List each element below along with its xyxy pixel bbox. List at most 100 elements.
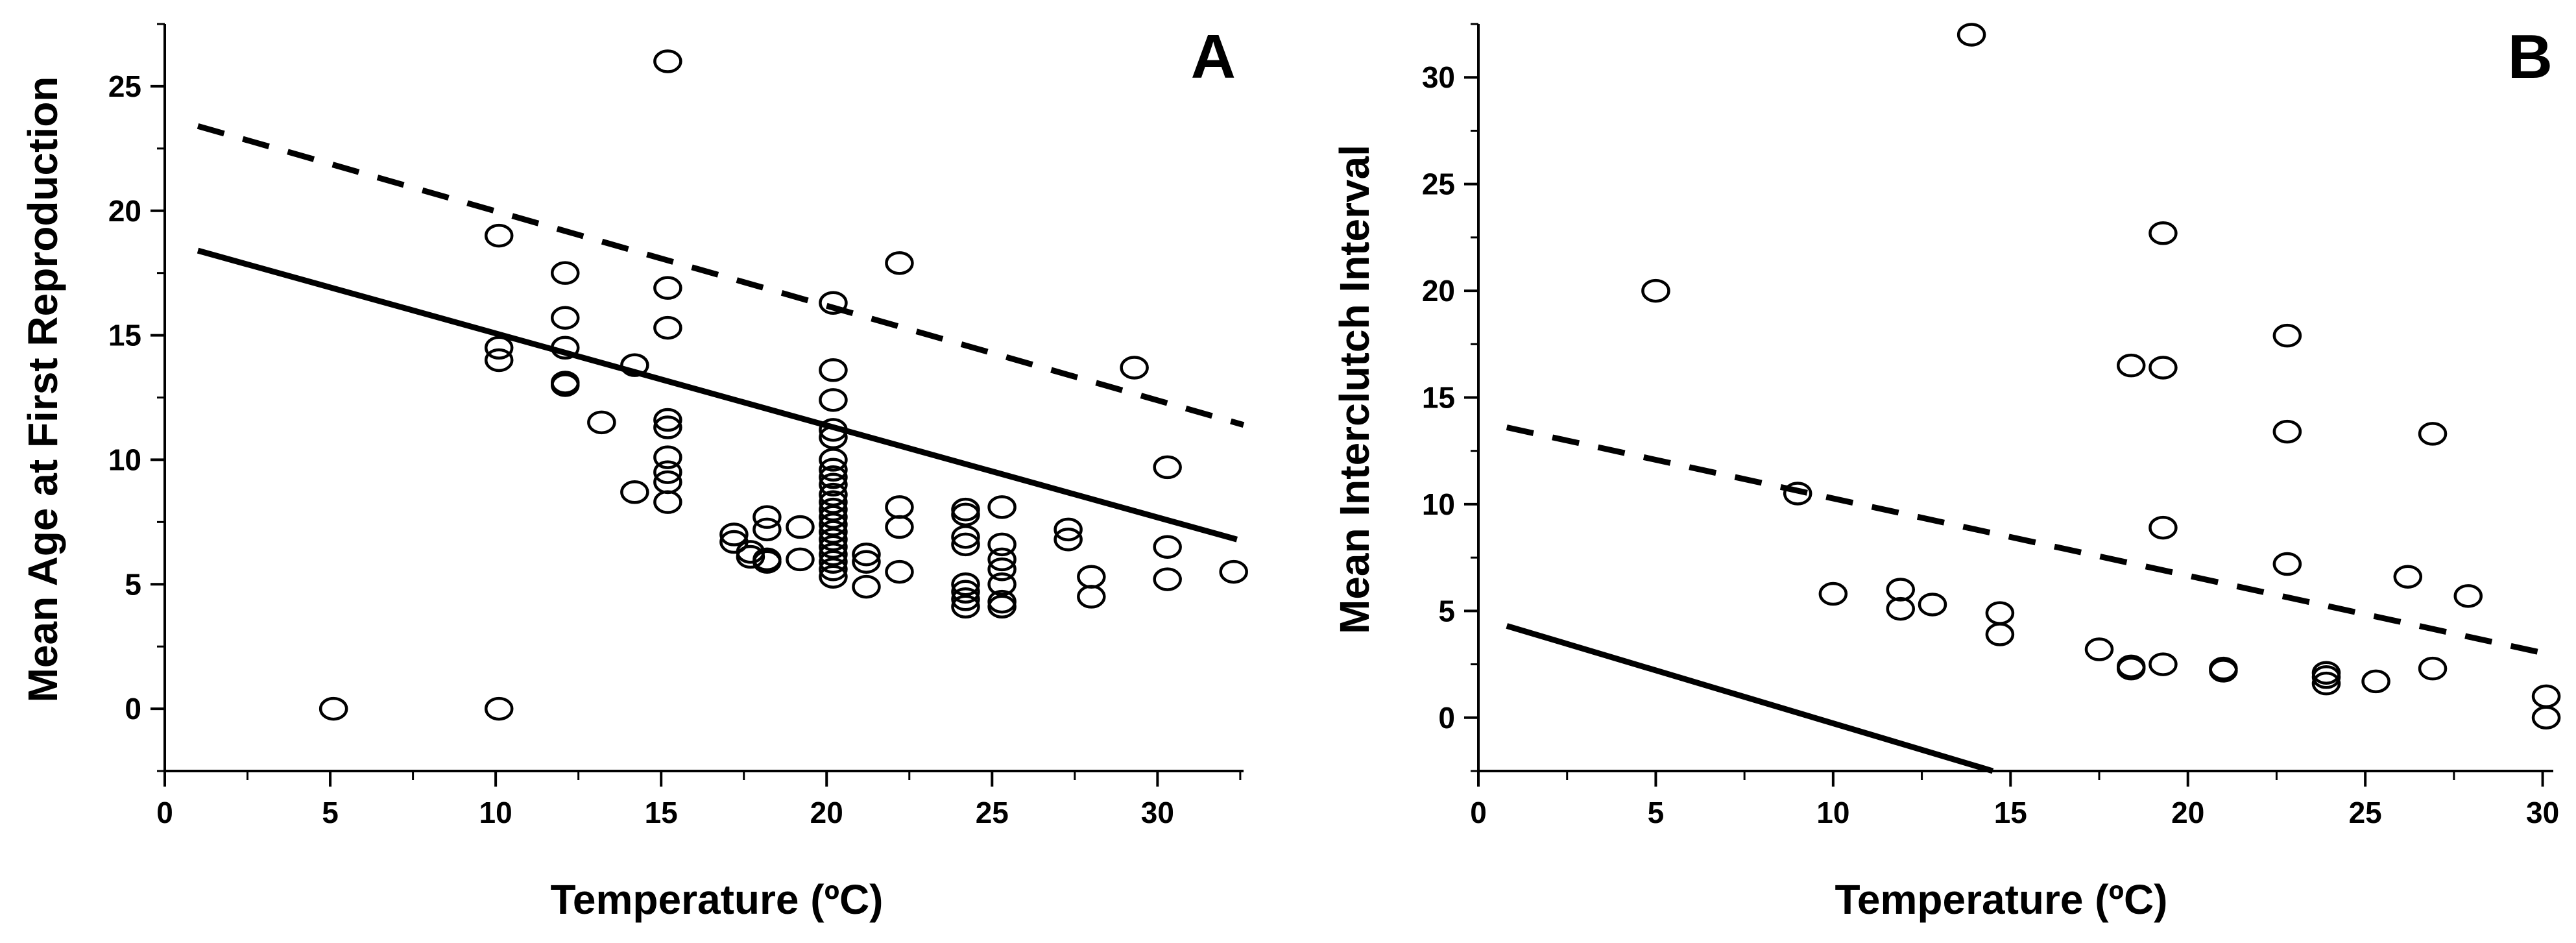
panel-a-data-point (885, 515, 914, 539)
panel-b-data-point (2116, 656, 2146, 681)
panel-b-data-point (2149, 652, 2178, 676)
panel-a-data-point (1120, 356, 1149, 380)
panel-a-data-point (1077, 585, 1106, 609)
panel-a-data-point (951, 594, 980, 619)
panel-a-x-tick-label: 15 (645, 796, 678, 829)
panel-a-data-point (951, 580, 980, 604)
panel-b-data-point (2272, 552, 2302, 576)
panel-b-x-tick-label: 30 (2526, 796, 2559, 829)
panel-a-data-point (653, 445, 682, 469)
panel-a-data-point (550, 336, 580, 360)
panel-a-data-point (987, 572, 1017, 596)
panel-a-data-point (819, 388, 848, 412)
panel-b-x-tick-label: 0 (1470, 796, 1487, 829)
panel-b-data-point (1985, 622, 2015, 646)
panel-a-data-point (987, 557, 1017, 582)
panel-b-solid-fit-line (1506, 623, 1994, 774)
panel-a-data-point (819, 358, 848, 382)
panel-a-data-point (620, 480, 649, 504)
panel-b-x-axis-title: Temperature (ºC) (1835, 876, 2168, 923)
panel-a-data-point (819, 291, 848, 315)
panel-a-data-point (484, 336, 514, 360)
panel-a-data-point (819, 465, 848, 489)
panel-a-data-point (819, 527, 848, 552)
panel-a-data-point (653, 490, 682, 514)
panel-a-data-point (484, 223, 514, 248)
panel-a-data-point (819, 520, 848, 544)
panel-b-y-tick-label: 5 (1438, 594, 1455, 628)
panel-a-data-point (819, 557, 848, 582)
panel-b-data-point (2209, 659, 2238, 683)
panel-a-data-point (1153, 535, 1182, 559)
panel-b-data-point (2116, 353, 2146, 378)
panel-a-data-point (1053, 517, 1083, 542)
panel-a: 0 5 10 15 20 25 30 0 5 10 15 20 25 A Temperature (ºC… (19, 22, 1248, 923)
panel-a-x-tick-label: 30 (1141, 796, 1174, 829)
panel-b-y-tick-label: 30 (1422, 60, 1455, 94)
panel-a-data-point (987, 495, 1017, 519)
panel-a-data-point (1153, 567, 1182, 591)
panel-a-data-point (819, 425, 848, 450)
panel-b-x-tick-label: 25 (2349, 796, 2382, 829)
panel-a-data-point (819, 505, 848, 529)
panel-b-data-point (2393, 565, 2423, 589)
panel-a-x-tick-label: 0 (156, 796, 173, 829)
panel-a-data-point (852, 542, 881, 567)
panel-a-data-point (885, 559, 914, 584)
panel-a-data-point (484, 696, 514, 721)
panel-b-y-tick-label: 15 (1422, 381, 1455, 415)
panel-a-data-point (1153, 455, 1182, 480)
panel-b-x-tick-label: 20 (2171, 796, 2204, 829)
panel-b-data-point (2272, 419, 2302, 444)
panel-a-data-point (786, 547, 815, 572)
panel-a-data-point (819, 418, 848, 442)
panel-a-data-point (885, 251, 914, 275)
panel-a-data-point (484, 348, 514, 373)
panel-a-data-point (951, 502, 980, 527)
panel-b-data-point (2453, 584, 2483, 608)
panel-b-data-point (2149, 515, 2178, 540)
panel-a-data-point (736, 545, 765, 569)
panel-a-data-point (653, 408, 682, 432)
panel-b-data-point (2361, 669, 2390, 694)
panel-b-y-tick-label: 0 (1438, 701, 1455, 735)
panel-a-data-point (819, 535, 848, 559)
panel-a-data-point (1219, 559, 1248, 584)
panel-b-x-tick-label: 5 (1648, 796, 1665, 829)
panel-a-y-tick-label: 20 (108, 194, 141, 228)
panel-a-data-point (987, 594, 1017, 619)
panel-a-x-tick-label: 10 (479, 796, 512, 829)
panel-b-data-point (2531, 705, 2561, 730)
panel-a-data-point (951, 587, 980, 611)
panel-a-data-point (819, 448, 848, 472)
panel-a-data-point (951, 532, 980, 557)
panel-a-data-point (319, 696, 348, 721)
panel-a-solid-fit-line (197, 247, 1238, 543)
panel-b-x-tick-label: 10 (1816, 796, 1849, 829)
panel-a-x-tick-label: 20 (810, 796, 843, 829)
panel-a-x-tick-label: 25 (976, 796, 1009, 829)
panel-a-x-tick-label: 5 (322, 796, 339, 829)
panel-b-data-point (2418, 422, 2448, 446)
panel-a-data-point (951, 572, 980, 596)
panel-b-data-point (1956, 23, 1986, 47)
panel-b-data-point (2149, 221, 2178, 245)
panel-a-data-point (752, 505, 782, 529)
panel-b-y-tick-label: 10 (1422, 487, 1455, 521)
panel-b-data-point (2272, 323, 2302, 348)
panel-a-data-point (819, 565, 848, 589)
panel-a-data-point (819, 482, 848, 507)
panel-a-data-point (653, 315, 682, 340)
panel-b-y-axis-title: Mean Interclutch Interval (1331, 145, 1378, 634)
panel-a-data-point (653, 276, 682, 300)
panel-a-data-point (819, 497, 848, 522)
panel-b-y-tick-label: 25 (1422, 167, 1455, 201)
panel-b-data-point (2311, 665, 2341, 689)
panel-a-data-point (1053, 527, 1083, 552)
panel-a-data-point (550, 261, 580, 285)
panel-b-x-tick-label: 15 (1994, 796, 2027, 829)
panel-a-y-tick-label: 0 (125, 692, 141, 726)
panel-a-marks: 0 5 10 15 20 25 30 0 5 10 15 20 25 (108, 23, 1248, 829)
